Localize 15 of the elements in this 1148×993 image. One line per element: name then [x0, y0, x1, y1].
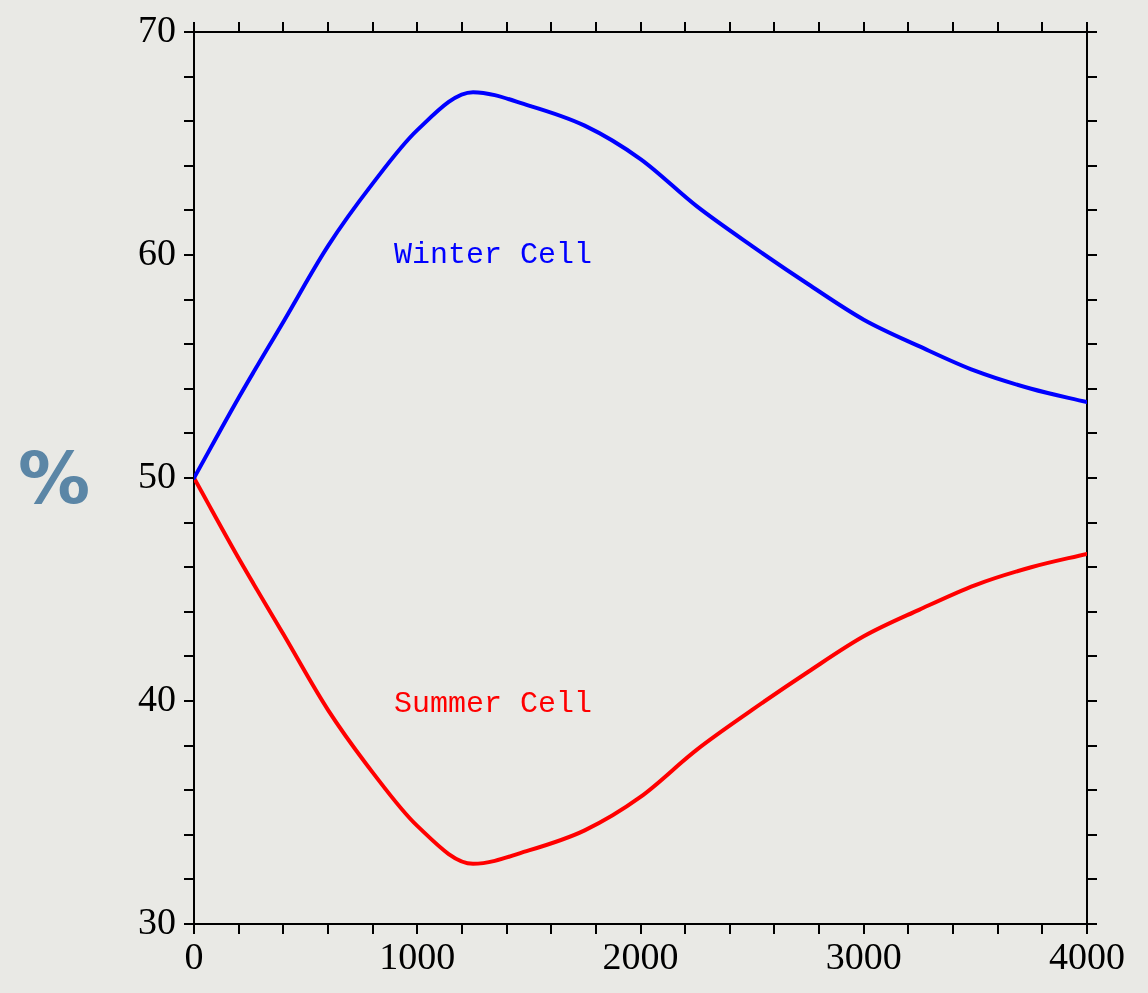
y-tick-label: 40 — [138, 676, 176, 719]
y-axis-title: % — [18, 436, 91, 520]
x-tick-label: 4000 — [1049, 934, 1125, 977]
y-tick-label: 60 — [138, 230, 176, 273]
series-label: Summer Cell — [394, 686, 593, 721]
line-series — [194, 476, 1087, 866]
x-tick-label: 1000 — [379, 934, 456, 977]
y-tick-label: 30 — [138, 899, 176, 942]
y-tick-label: 70 — [138, 7, 176, 50]
x-tick-label: 0 — [184, 934, 204, 977]
x-tick-label: 2000 — [602, 934, 679, 977]
x-tick-label: 3000 — [825, 934, 902, 977]
line-series — [194, 90, 1087, 480]
series-label: Winter Cell — [394, 238, 593, 273]
y-tick-label: 50 — [138, 453, 176, 496]
